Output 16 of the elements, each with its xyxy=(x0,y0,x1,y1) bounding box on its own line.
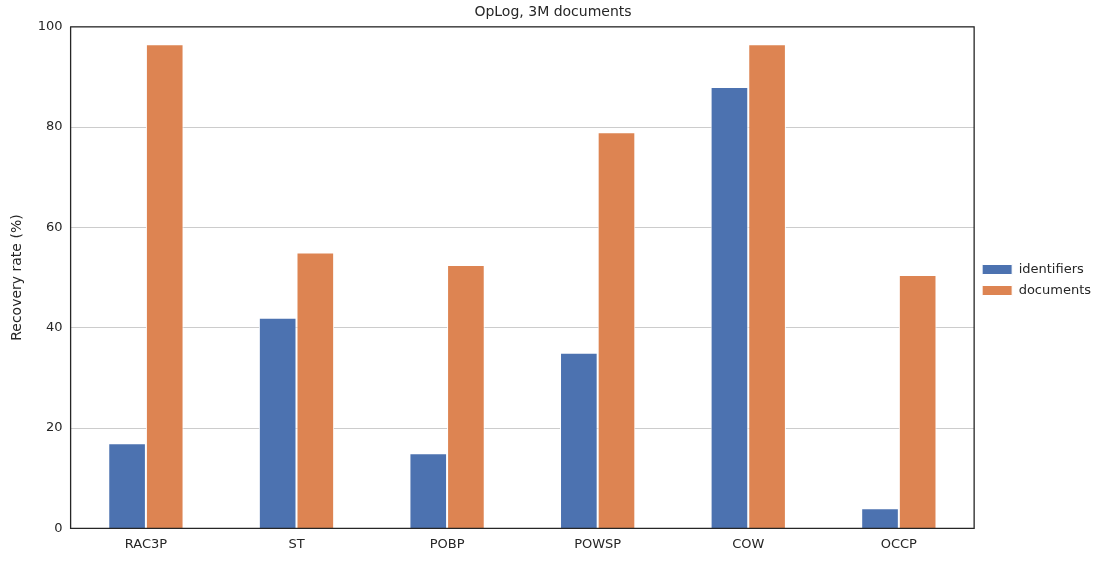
x-tick-label: POWSP xyxy=(574,535,622,551)
y-tick-label: 100 xyxy=(37,18,63,34)
x-tick-label: OCCP xyxy=(880,535,918,551)
legend-label: documents xyxy=(1018,281,1092,297)
x-tick-label: ST xyxy=(288,535,305,551)
x-tick-label: RAC3P xyxy=(124,535,168,551)
y-tick-label: 20 xyxy=(46,419,63,435)
y-tick-label: 40 xyxy=(46,319,63,335)
y-tick-label: 0 xyxy=(54,519,63,535)
chart-title: OpLog, 3M documents xyxy=(474,3,632,20)
x-tick-label: COW xyxy=(732,535,765,551)
y-tick-label: 60 xyxy=(46,218,63,234)
y-tick-label: 80 xyxy=(46,118,63,134)
y-axis-title: Recovery rate (%) xyxy=(8,214,25,341)
x-tick-label: POBP xyxy=(429,535,465,551)
legend-label: identifiers xyxy=(1018,260,1084,276)
